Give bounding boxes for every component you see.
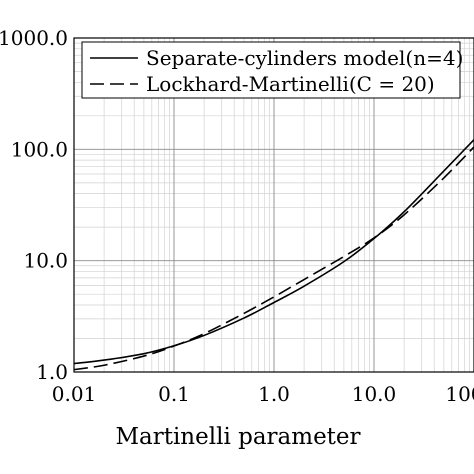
x-axis-title: Martinelli parameter	[115, 424, 360, 450]
legend-label: Separate-cylinders model(n=4)	[146, 46, 463, 70]
series-layer	[74, 139, 474, 371]
legend-label: Lockhard-Martinelli(C = 20)	[146, 72, 435, 96]
legend-box	[81, 41, 461, 99]
legend: Separate-cylinders model(n=4)Lockhard-Ma…	[81, 41, 463, 99]
x-tick-label: 1.0	[258, 382, 290, 406]
x-tick-labels: 0.01 0.1 1.0 10.0 100.0	[52, 382, 474, 406]
y-tick-label: 100.0	[11, 137, 68, 161]
y-tick-label: 10.0	[23, 249, 68, 273]
x-tick-label: 10.0	[352, 382, 397, 406]
x-tick-label: 0.1	[158, 382, 190, 406]
y-tick-label: 1.0	[36, 360, 68, 384]
x-tick-label: 0.01	[52, 382, 97, 406]
series-line-lockhart-martinelli	[74, 146, 474, 371]
y-tick-label: 1000.0	[0, 26, 68, 50]
plot-frame	[73, 37, 474, 373]
series-line-separate-cylinders	[74, 139, 474, 365]
y-tick-labels: 1.0 10.0 100.0 1000.0	[0, 26, 68, 384]
x-tick-label: 100.0	[445, 382, 474, 406]
